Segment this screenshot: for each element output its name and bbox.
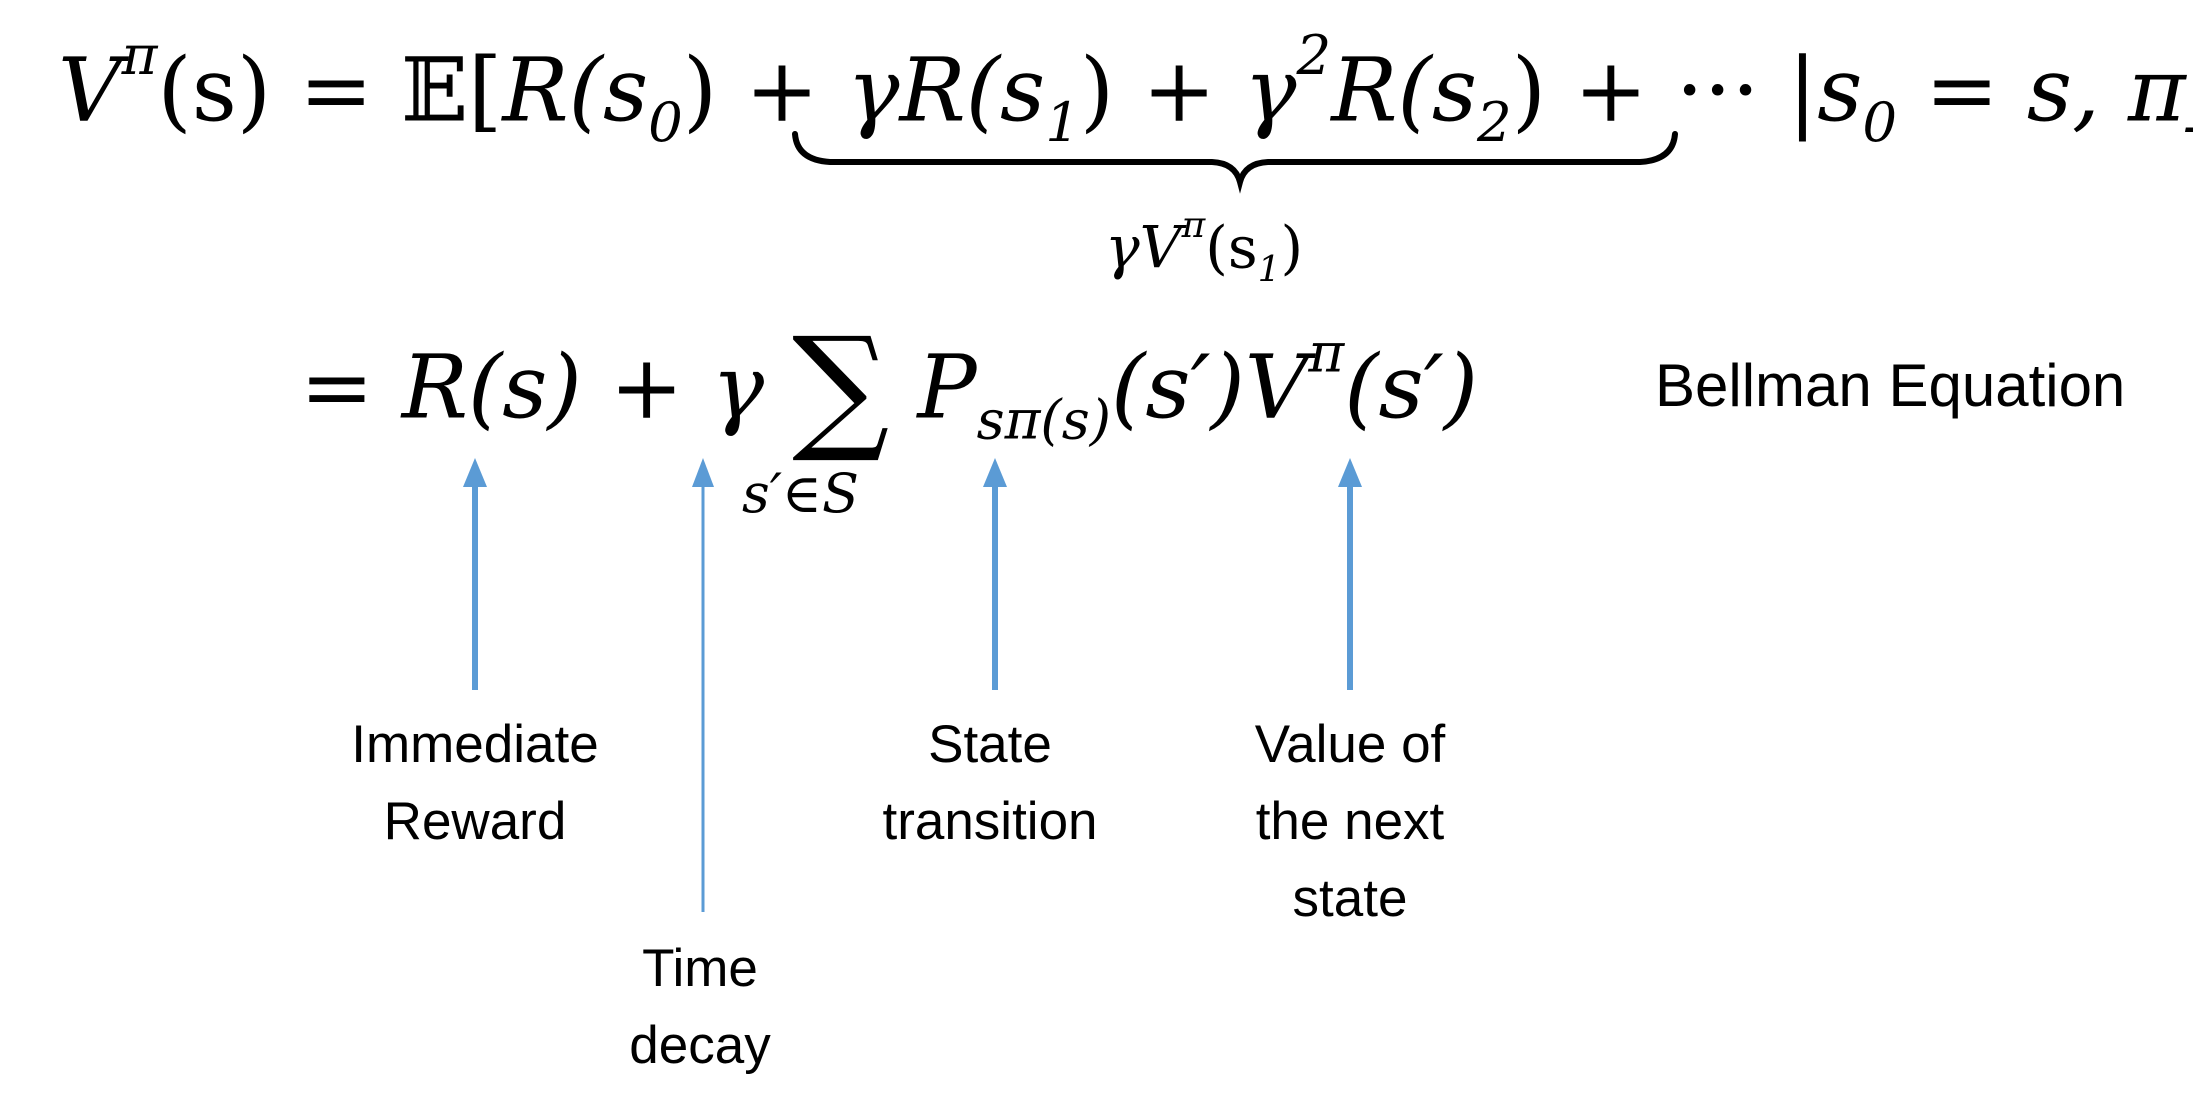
arrow-state-transition — [983, 458, 1007, 690]
expectation-symbol: 𝔼 — [400, 38, 469, 142]
next-state-value-label: Value of the next state — [1254, 715, 1446, 928]
bellman-equation-label: Bellman Equation — [1655, 352, 2126, 419]
arrow-immediate-reward — [463, 458, 487, 690]
underbrace — [792, 131, 1678, 194]
state-transition-label: State transition — [882, 715, 1098, 851]
bellman-expansion: = R(s) + γ ∑ Psπ(s)(s′)Vπ(s′) — [300, 308, 1479, 467]
value-function-definition: Vπ(s) = 𝔼[R(s0) + γR(s1) + γ2R(s2) + ···… — [58, 23, 2193, 155]
arrow-next-state-value — [1338, 458, 1362, 690]
summation-symbol: ∑ — [792, 308, 890, 467]
summation-limit: s′∈S — [742, 462, 859, 525]
brace-label: γVπ(s1) — [1105, 205, 1304, 291]
time-decay-label: Time decay — [629, 939, 771, 1075]
arrow-time-decay — [692, 458, 714, 912]
immediate-reward-label: Immediate Reward — [351, 715, 599, 851]
